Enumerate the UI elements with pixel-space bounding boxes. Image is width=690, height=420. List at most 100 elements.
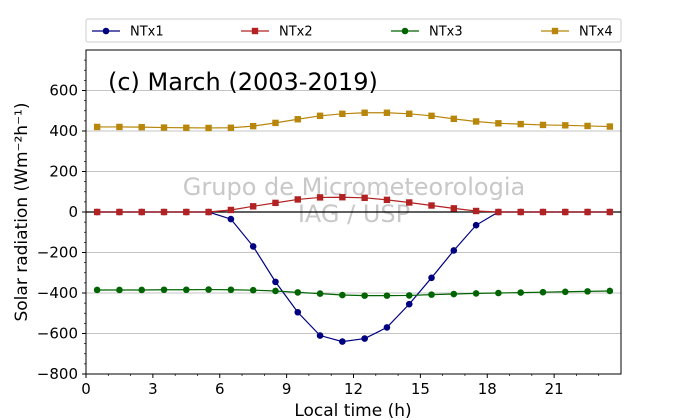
data-point-ntx2 <box>339 194 346 201</box>
y-tick-label: 0 <box>68 203 78 221</box>
data-point-ntx3 <box>450 290 458 298</box>
y-axis: −800 −600 −400 −200 0 200 400 600 <box>37 59 86 383</box>
data-point-ntx2 <box>450 205 458 212</box>
data-point-ntx2 <box>138 208 145 216</box>
data-point-ntx3 <box>495 289 502 297</box>
series-ntx2 <box>93 194 614 216</box>
data-point-ntx4 <box>450 115 458 123</box>
data-point-ntx4 <box>294 116 301 123</box>
legend-marker <box>551 27 559 35</box>
data-point-ntx1 <box>405 300 413 308</box>
series-layer <box>93 109 614 345</box>
data-point-ntx2 <box>183 208 190 216</box>
series-line-ntx2 <box>97 196 610 213</box>
data-point-ntx1 <box>450 247 458 254</box>
series-ntx4 <box>93 109 614 132</box>
data-point-ntx4 <box>606 123 614 130</box>
legend-label: NTx3 <box>429 25 463 40</box>
data-point-ntx3 <box>294 289 302 296</box>
y-tick-label: −400 <box>37 284 78 302</box>
data-point-ntx1 <box>227 215 235 223</box>
data-point-ntx2 <box>517 208 524 216</box>
x-tick-label: 21 <box>545 380 564 398</box>
data-point-ntx2 <box>160 208 168 216</box>
data-point-ntx3 <box>383 292 391 299</box>
data-point-ntx4 <box>339 110 346 117</box>
legend-box <box>85 18 622 43</box>
y-tick-label: −200 <box>37 244 78 262</box>
x-tick-label: 0 <box>81 380 91 398</box>
watermark-line-2: IAG / USP <box>298 200 410 228</box>
data-point-ntx2 <box>93 208 101 216</box>
data-point-ntx2 <box>249 203 257 210</box>
series-line-ntx3 <box>97 288 610 297</box>
data-point-ntx3 <box>160 286 168 294</box>
data-point-ntx4 <box>316 112 324 120</box>
legend-marker <box>401 27 409 35</box>
x-tick-label: 6 <box>215 380 225 398</box>
data-point-ntx3 <box>249 286 257 294</box>
data-point-ntx3 <box>361 292 368 299</box>
legend-item-ntx4: NTx4 <box>541 25 613 40</box>
data-point-ntx4 <box>562 122 569 129</box>
legend-label: NTx1 <box>130 25 164 40</box>
data-point-ntx2 <box>406 199 413 206</box>
legend-label: NTx4 <box>579 25 613 40</box>
series-line-ntx1 <box>97 211 610 343</box>
data-point-ntx3 <box>227 286 235 294</box>
data-point-ntx3 <box>405 292 413 299</box>
legend-marker <box>102 27 110 35</box>
data-point-ntx4 <box>160 124 168 131</box>
data-point-ntx2 <box>294 196 301 203</box>
data-point-ntx3 <box>272 287 279 295</box>
data-point-ntx1 <box>249 243 257 250</box>
legend-item-ntx2: NTx2 <box>241 25 313 40</box>
y-tick-label: 400 <box>49 122 78 140</box>
x-tick-label: 3 <box>148 380 158 398</box>
y-tick-label: −800 <box>37 365 78 383</box>
data-point-ntx2 <box>205 208 212 216</box>
data-point-ntx4 <box>584 122 591 130</box>
data-point-ntx1 <box>339 338 346 345</box>
data-point-ntx1 <box>316 332 324 339</box>
data-point-ntx1 <box>361 335 368 342</box>
y-tick-label: 200 <box>49 163 78 181</box>
data-point-ntx3 <box>339 291 346 299</box>
data-point-ntx1 <box>472 221 480 229</box>
data-point-ntx2 <box>584 208 591 216</box>
data-point-ntx2 <box>428 202 435 209</box>
x-axis: 0 3 6 9 12 15 18 21 <box>81 374 600 398</box>
data-point-ntx4 <box>249 122 257 130</box>
x-tick-label: 9 <box>282 380 292 398</box>
watermark-line-1: Grupo de Micrometeorologia <box>183 173 525 201</box>
grid <box>86 90 621 334</box>
x-tick-label: 18 <box>478 380 497 398</box>
data-point-ntx2 <box>606 208 614 216</box>
y-tick-label: −600 <box>37 325 78 343</box>
data-point-ntx3 <box>138 286 146 294</box>
data-point-ntx4 <box>183 124 190 131</box>
data-point-ntx1 <box>294 308 302 316</box>
data-point-ntx2 <box>272 199 279 207</box>
x-tick-label: 12 <box>344 380 363 398</box>
data-point-ntx2 <box>227 206 235 214</box>
data-point-ntx4 <box>517 120 524 128</box>
data-point-ntx4 <box>138 123 145 131</box>
data-point-ntx1 <box>272 278 279 286</box>
y-tick-label: 600 <box>49 82 78 100</box>
data-point-ntx1 <box>428 274 435 282</box>
data-point-ntx3 <box>606 287 614 295</box>
data-point-ntx2 <box>539 208 547 216</box>
data-point-ntx2 <box>361 194 368 202</box>
watermark: Grupo de Micrometeorologia IAG / USP <box>183 173 525 228</box>
data-point-ntx3 <box>93 286 101 294</box>
data-point-ntx2 <box>383 196 391 204</box>
legend-label: NTx2 <box>279 25 313 40</box>
data-point-ntx2 <box>472 207 480 215</box>
legend-item-ntx3: NTx3 <box>391 25 463 40</box>
data-point-ntx4 <box>428 112 435 120</box>
legend-marker <box>251 27 259 35</box>
data-point-ntx4 <box>116 123 123 131</box>
data-point-ntx2 <box>316 194 324 201</box>
